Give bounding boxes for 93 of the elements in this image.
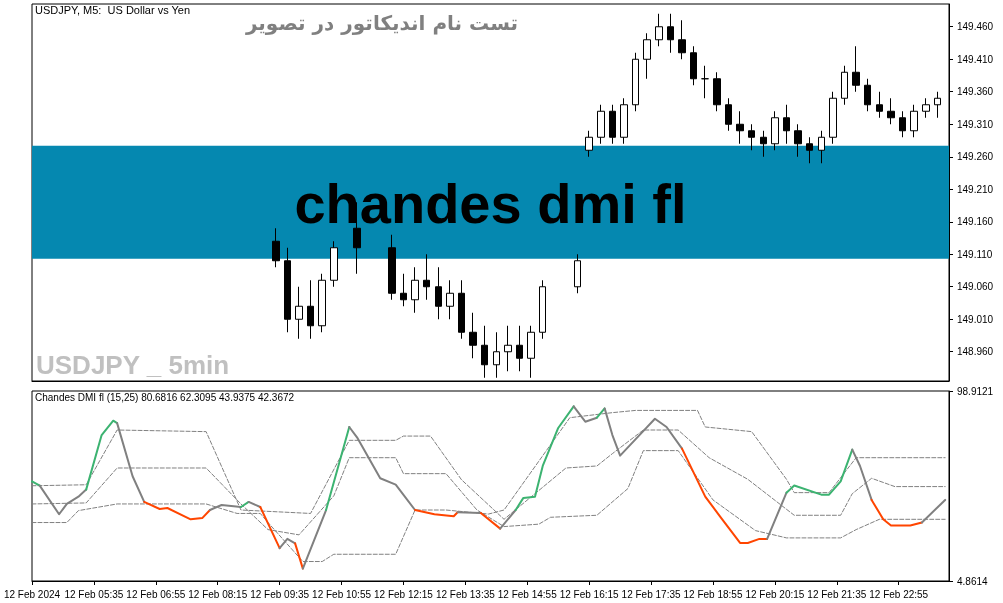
x-tick-label: 12 Feb 18:55 — [683, 588, 743, 600]
candlestick — [469, 312, 477, 359]
annotation: USDJPY _ 5min — [36, 350, 230, 380]
candlestick — [423, 253, 430, 301]
candlestick — [435, 266, 442, 320]
candlestick — [388, 234, 396, 301]
candlestick — [574, 253, 581, 294]
line-series — [38, 484, 88, 516]
candlestick — [864, 78, 871, 112]
y-tick-label: 98.9121 — [957, 385, 994, 397]
annotation: تست نام اندیکاتور در تصویر — [244, 11, 519, 35]
candlestick — [284, 247, 291, 333]
candlestick — [818, 130, 825, 164]
x-tick-label: 12 Feb 06:55 — [126, 588, 186, 600]
text: chandes dmi fl — [294, 171, 687, 235]
candlestick — [493, 331, 500, 379]
candlestick — [516, 325, 523, 372]
y-tick-label: 149.110 — [957, 248, 993, 260]
candlestick — [597, 104, 605, 145]
candlestick — [701, 65, 709, 99]
candlestick — [783, 104, 790, 145]
candlestick — [852, 45, 860, 93]
candlestick — [934, 91, 941, 119]
candlestick — [446, 279, 454, 320]
y-tick-label: 149.010 — [957, 313, 994, 325]
candlestick — [678, 19, 686, 60]
candlestick — [318, 273, 326, 333]
line-series — [143, 500, 211, 521]
candlestick — [307, 279, 314, 340]
candlestick — [655, 13, 663, 47]
candlestick — [690, 45, 697, 86]
candlestick — [806, 136, 813, 164]
candlestick — [760, 130, 767, 158]
x-tick-label: 12 Feb 2024 — [3, 588, 61, 600]
x-tick-label: 12 Feb 16:15 — [559, 588, 620, 600]
candlestick — [748, 123, 755, 151]
candlestick — [330, 240, 338, 288]
line-series — [85, 419, 119, 491]
x-tick-label: 12 Feb 22:55 — [869, 588, 929, 600]
line-series — [514, 405, 575, 512]
candlestick — [620, 97, 628, 145]
y-tick-label: 149.160 — [957, 216, 994, 228]
candlestick — [899, 110, 906, 138]
y-tick-label: 149.060 — [957, 281, 994, 293]
candlestick — [295, 286, 303, 340]
y-tick-label: 148.960 — [957, 346, 994, 358]
chart-title: Chandes DMI fl (15,25) 80.6816 62.3095 43.9375 42.3672 — [35, 391, 295, 403]
candlestick — [725, 97, 732, 132]
candlestick — [876, 91, 883, 119]
candlestick — [411, 266, 419, 314]
x-tick-label: 12 Feb 08:15 — [188, 588, 248, 600]
candlestick — [736, 110, 744, 145]
candlestick — [609, 104, 616, 145]
candlestick — [585, 130, 593, 158]
x-tick-label: 12 Feb 10:55 — [312, 588, 372, 600]
x-tick-label: 12 Feb 17:35 — [621, 588, 681, 600]
x-tick-label: 12 Feb 14:55 — [497, 588, 558, 600]
candlestick — [643, 32, 651, 80]
line-series — [785, 448, 854, 496]
candlestick — [272, 227, 280, 268]
candlestick — [527, 325, 535, 379]
y-tick-label: 149.310 — [957, 118, 994, 130]
line-series — [870, 498, 923, 527]
x-tick-label: 12 Feb 20:15 — [745, 588, 805, 600]
candlestick — [504, 325, 512, 372]
candlestick — [458, 279, 465, 340]
y-tick-label: 149.460 — [957, 21, 994, 33]
y-tick-label: 149.260 — [957, 151, 994, 163]
candlestick — [829, 91, 837, 145]
candlestick — [910, 104, 918, 138]
candlestick — [771, 110, 779, 151]
candlestick — [887, 97, 895, 125]
candlestick — [481, 325, 488, 379]
y-tick-label: 149.360 — [957, 86, 994, 98]
x-tick-label: 12 Feb 09:35 — [250, 588, 310, 600]
line-series — [414, 509, 459, 518]
chart-subtitle: USDJPY, M5: US Dollar vs Yen — [35, 3, 191, 16]
x-tick-label: 12 Feb 12:15 — [373, 588, 434, 600]
line-series — [681, 447, 769, 544]
y-tick-label: 149.410 — [957, 53, 994, 65]
candlestick — [794, 123, 802, 158]
candlestick — [400, 273, 407, 307]
candlestick — [632, 52, 639, 112]
candlestick — [667, 13, 674, 54]
x-tick-label: 12 Feb 21:35 — [807, 588, 867, 600]
y-tick-label: 149.210 — [957, 183, 994, 195]
candlestick — [539, 279, 546, 340]
candlestick — [713, 71, 721, 112]
candlestick — [922, 97, 930, 119]
x-tick-label: 12 Feb 05:35 — [64, 588, 124, 600]
y-tick-label: 4.8614 — [957, 575, 989, 587]
candlestick — [841, 65, 848, 106]
x-tick-label: 12 Feb 13:35 — [435, 588, 496, 600]
